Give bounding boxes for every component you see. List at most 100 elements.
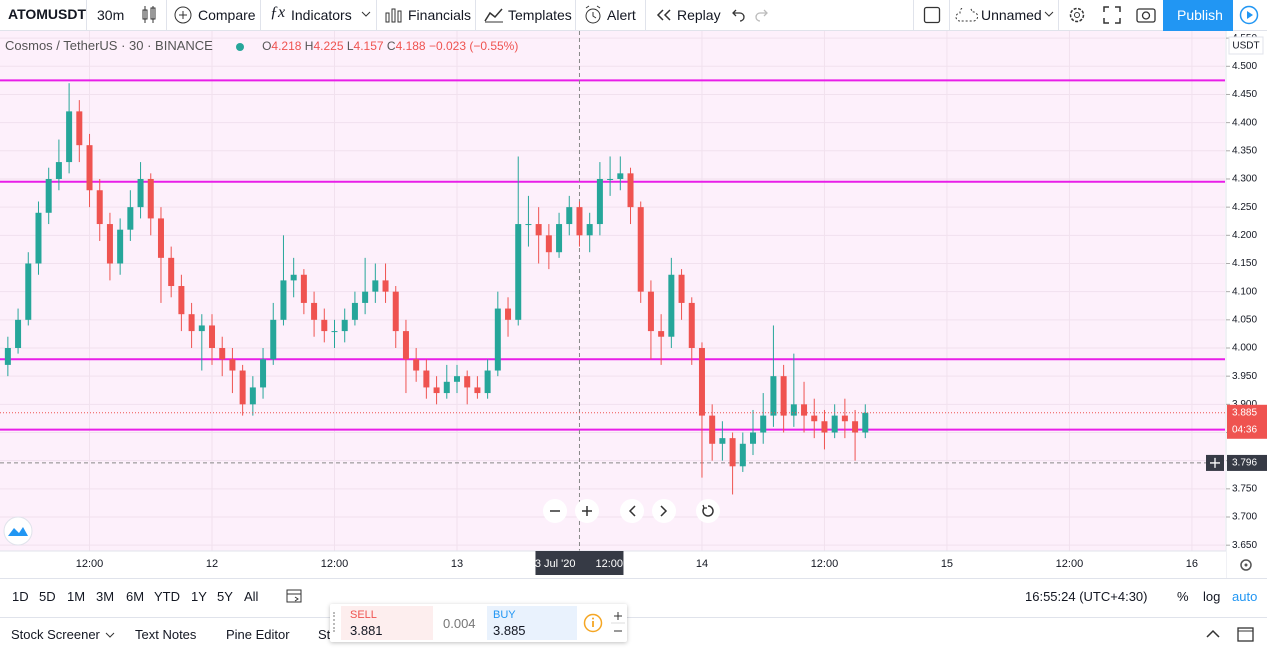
candle-body: [331, 331, 338, 333]
settings-icon[interactable]: [1240, 559, 1252, 571]
range-button[interactable]: All: [244, 589, 259, 604]
close-label: C: [386, 39, 396, 53]
alert-icon[interactable]: [583, 5, 603, 25]
info-icon[interactable]: [583, 613, 603, 633]
range-button[interactable]: 3M: [96, 589, 115, 604]
snapshot-button[interactable]: [1136, 6, 1156, 23]
drag-handle[interactable]: [333, 612, 339, 632]
candle-body: [402, 331, 409, 360]
candle-body: [280, 280, 287, 320]
collapse-button[interactable]: [1205, 628, 1221, 640]
bottom-tab[interactable]: Stock Screener: [11, 627, 100, 642]
scroll-right-button[interactable]: [652, 499, 676, 523]
zoom-in-button[interactable]: [575, 499, 599, 523]
interval[interactable]: 30m: [97, 7, 125, 23]
candle-body: [25, 263, 32, 320]
settings-button[interactable]: [1067, 5, 1087, 25]
cloud-icon[interactable]: [955, 8, 979, 22]
goto-date-icon[interactable]: [286, 588, 302, 604]
candle-body: [413, 359, 420, 371]
reset-button[interactable]: [696, 499, 720, 523]
candle-body: [709, 415, 716, 444]
currency-box: [1228, 36, 1264, 55]
bottom-tab[interactable]: Pine Editor: [226, 627, 290, 642]
candle-body: [801, 404, 808, 416]
undo-redo[interactable]: [730, 8, 770, 22]
y-tick-label: 4.300: [1232, 174, 1257, 185]
range-button[interactable]: 5Y: [217, 589, 233, 604]
quantity-stepper[interactable]: [611, 607, 625, 639]
range-button[interactable]: 1M: [67, 589, 86, 604]
zoom-out-button[interactable]: [543, 499, 567, 523]
sell-button[interactable]: SELL 3.881: [341, 606, 433, 640]
financials-icon[interactable]: [385, 7, 403, 23]
candle-body: [372, 280, 379, 292]
candle-body: [168, 257, 175, 287]
range-button[interactable]: 1Y: [191, 589, 207, 604]
range-button[interactable]: YTD: [154, 589, 180, 604]
compare-icon[interactable]: [174, 6, 192, 24]
candle-body: [157, 218, 164, 258]
indicators-dropdown[interactable]: [361, 10, 371, 18]
bottom-tab[interactable]: St: [318, 627, 331, 642]
candle-body: [586, 224, 593, 236]
chart-style-icon[interactable]: [142, 6, 156, 24]
y-tick-label: 3.750: [1232, 483, 1257, 494]
candle-body: [790, 404, 797, 416]
y-tick-label: 3.900: [1232, 399, 1257, 410]
range-button[interactable]: 1D: [12, 589, 29, 604]
indicators-button[interactable]: Indicators: [291, 7, 352, 23]
y-tick-label: 4.200: [1232, 230, 1257, 241]
sell-price: 3.881: [350, 623, 383, 638]
log-toggle[interactable]: log: [1203, 589, 1221, 604]
financials-button[interactable]: Financials: [408, 7, 472, 23]
candle-body: [96, 190, 103, 225]
candle-body: [433, 387, 440, 394]
top-toolbar: ATOMUSDT 30m Compare ƒx Indicators Finan…: [0, 0, 1267, 31]
candle-body: [821, 421, 828, 433]
select-icon[interactable]: [923, 6, 941, 24]
layout-name[interactable]: Unnamed: [981, 7, 1042, 23]
publish-button[interactable]: Publish: [1163, 0, 1233, 31]
compare-button[interactable]: Compare: [198, 7, 256, 23]
spread: 0.004: [443, 616, 476, 631]
fullscreen-button[interactable]: [1103, 6, 1121, 24]
layout-dropdown[interactable]: [1044, 10, 1054, 18]
x-tick-label: 12:00: [1056, 558, 1084, 570]
high-value: 4.225: [313, 39, 344, 53]
scroll-left-button[interactable]: [620, 499, 644, 523]
symbol[interactable]: ATOMUSDT: [8, 6, 87, 22]
play-button[interactable]: [1239, 5, 1259, 25]
percent-toggle[interactable]: %: [1177, 589, 1189, 604]
indicators-icon[interactable]: ƒx: [270, 4, 286, 21]
tradingview-logo[interactable]: [3, 516, 33, 546]
candle-body: [219, 347, 226, 360]
candle-body: [321, 319, 328, 332]
crosshair-price-label: 3.796: [1232, 458, 1257, 469]
candle-body: [423, 370, 430, 388]
candle-body: [290, 274, 297, 281]
candle-body: [770, 376, 777, 416]
templates-button[interactable]: Templates: [508, 7, 572, 23]
candle-body: [239, 370, 246, 405]
candle-body: [750, 432, 757, 444]
y-tick-label: 4.250: [1232, 202, 1257, 213]
buy-button[interactable]: BUY 3.885: [487, 606, 577, 640]
alert-button[interactable]: Alert: [607, 7, 636, 23]
range-button[interactable]: 5D: [39, 589, 56, 604]
replay-icon[interactable]: [655, 9, 673, 21]
maximize-button[interactable]: [1237, 627, 1255, 643]
candle-body: [66, 111, 73, 163]
bottom-tab[interactable]: Text Notes: [135, 627, 197, 642]
replay-button[interactable]: Replay: [677, 7, 721, 23]
sell-label: SELL: [350, 609, 377, 621]
screener-dropdown[interactable]: [105, 631, 115, 639]
candle-body: [106, 224, 113, 264]
candle-body: [852, 421, 859, 433]
range-button[interactable]: 6M: [126, 589, 145, 604]
change-value: −0.023 (−0.55%): [428, 39, 519, 53]
templates-icon[interactable]: [484, 7, 504, 23]
auto-toggle[interactable]: auto: [1232, 589, 1258, 604]
y-tick-label: 4.100: [1232, 286, 1257, 297]
